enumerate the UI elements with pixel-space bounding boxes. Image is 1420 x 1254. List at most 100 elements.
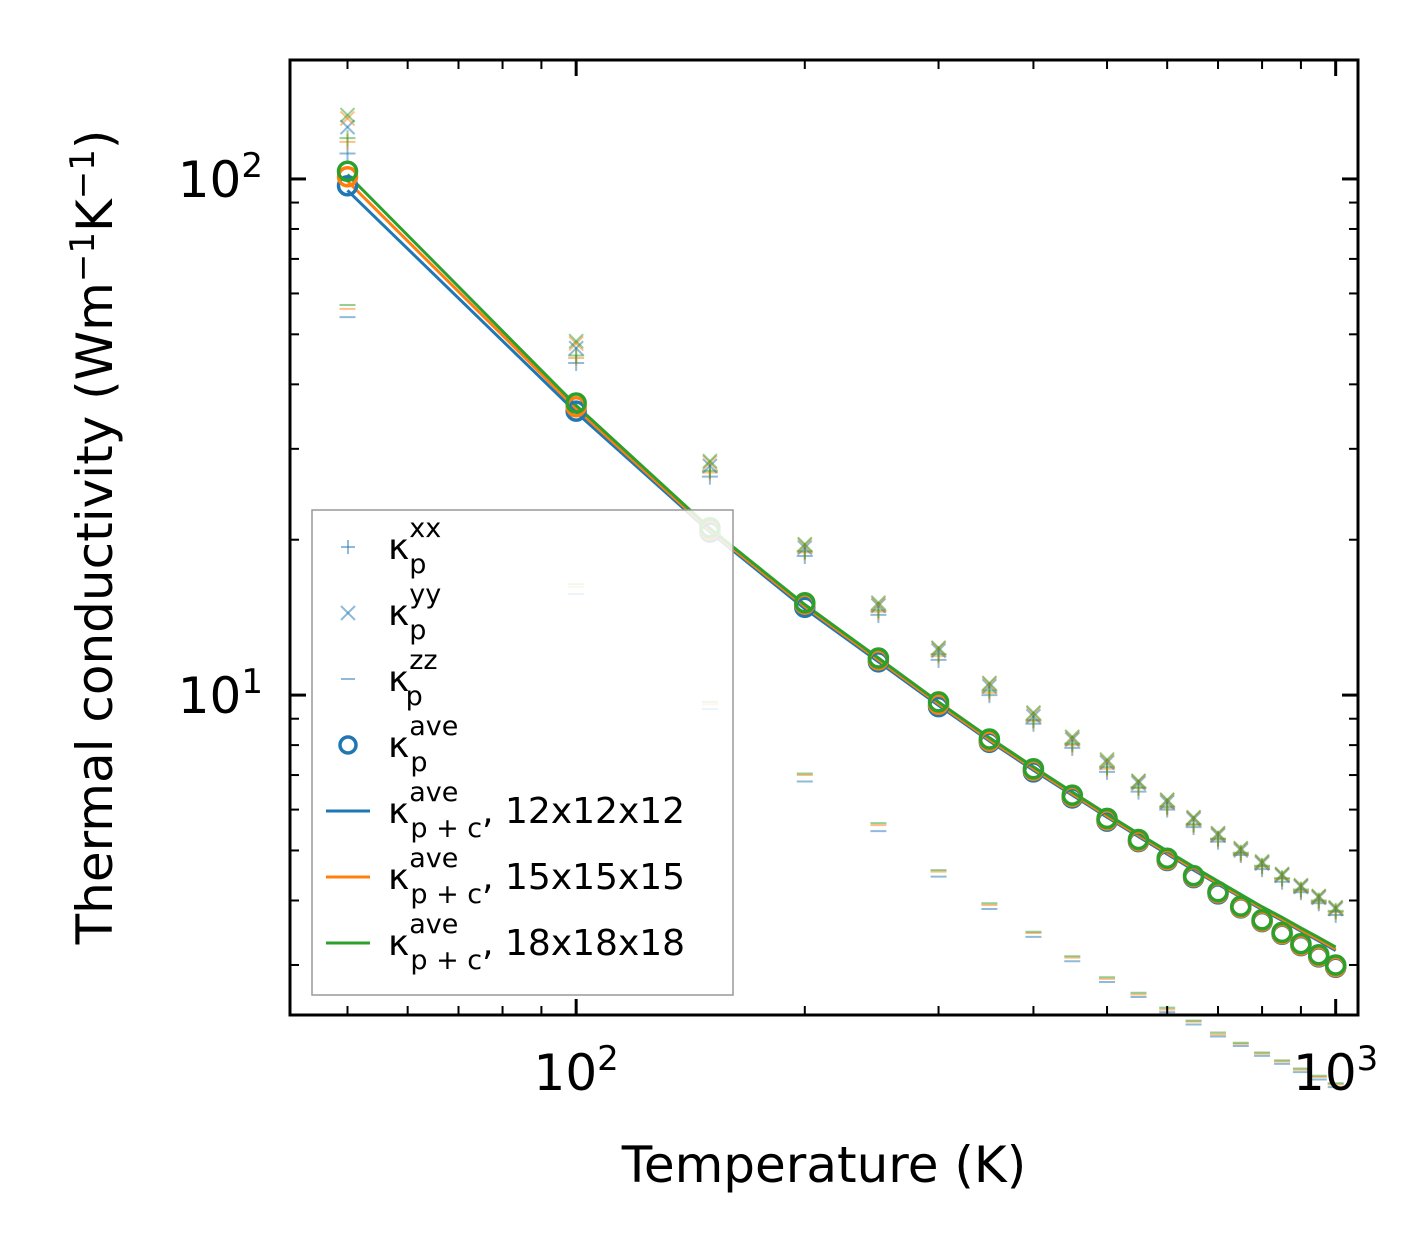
series-kyy-18-point: [339, 107, 356, 123]
x-tick-label-base: 10: [534, 1044, 598, 1102]
series-line-18: [346, 173, 1337, 949]
legend-label: κyy p: [388, 579, 441, 646]
series-kyy-18-point-d2: [1064, 729, 1080, 745]
series-line-15-line: [346, 180, 1337, 951]
series-kyy-15-point-d2: [1099, 753, 1115, 769]
legend-label-sub: p + c: [410, 945, 482, 976]
series-kyy-12-point-d2: [797, 539, 813, 556]
series-kyy-15-point: [1099, 753, 1115, 769]
plot-frame: [288, 58, 1360, 1017]
legend-label-base: κ: [388, 659, 409, 700]
legend-label-sub: p + c: [410, 813, 482, 844]
series-kyy-18-point: [1233, 840, 1249, 856]
legend-entry: κyy p: [340, 579, 441, 646]
legend-label-base: κ: [388, 725, 409, 766]
series-kave-18-point: [565, 392, 587, 414]
series-kyy-18-point-d2: [1274, 866, 1290, 882]
x-tick-label: 102: [534, 1039, 619, 1102]
series-kyy-15-point: [702, 454, 718, 471]
y-axis-label: Thermal conductivity (Wm−1K−1): [63, 130, 124, 946]
series-kyy-12-point: [1025, 708, 1042, 724]
legend-label: κave p + c, 15x15x15: [388, 843, 685, 910]
series-kyy-18-point-d2: [1293, 877, 1309, 894]
series-kyy-18-point-d2: [339, 107, 356, 123]
series-kyy-18-point: [1025, 704, 1042, 721]
legend-label-sub: p: [409, 549, 426, 580]
legend-cross-symbol: [340, 605, 356, 621]
series-kyy-18-point-d2: [1327, 899, 1344, 916]
legend-label-suffix: , 15x15x15: [482, 857, 685, 898]
series-kyy-12-point-d2: [1159, 794, 1175, 810]
series-kyy-18-point: [1064, 729, 1080, 745]
series-kave-12-point: [336, 175, 359, 197]
series-kave-18-point: [1061, 784, 1084, 806]
series-kyy-18-point-d2: [568, 333, 584, 349]
legend-label: κave p + c, 12x12x12: [388, 777, 685, 844]
series-kyy-18-point: [1210, 825, 1226, 841]
series-kyy-12-point-d2: [1025, 708, 1042, 724]
series-kyy-18-point: [1130, 773, 1147, 789]
series-kyy-18-point: [1099, 751, 1115, 768]
legend-entry: κave p + c, 12x12x12: [326, 777, 685, 844]
series-kyy-15-point: [568, 335, 584, 352]
legend-entry: κxx p: [341, 513, 441, 580]
legend-label: κxx p: [388, 513, 441, 580]
legend-plus-symbol: [341, 540, 355, 554]
series-kxx-18-point: [1327, 902, 1344, 919]
series-kyy-18-point-d2: [930, 640, 947, 656]
legend-label-sub: p + c: [410, 879, 482, 910]
series-kyy-12-point-d2: [568, 340, 584, 356]
series-kyy-12-point-d2: [930, 642, 947, 659]
series-kyy-18-point-d2: [1025, 704, 1042, 721]
legend-label: κave p + c, 18x18x18: [388, 909, 685, 976]
series-kyy-18-point-d2: [1210, 825, 1226, 841]
series-kave-18-point: [1324, 954, 1347, 976]
series-kave-18-point: [1230, 895, 1252, 917]
series-kyy-12-point-d2: [1099, 754, 1115, 771]
series-kave-18: [336, 160, 1347, 976]
series-kyy-18-point: [1185, 809, 1202, 825]
series-kyy-18-point: [1274, 866, 1290, 882]
series-kave-18-point: [1207, 880, 1229, 903]
series-kave-18-point: [1290, 932, 1312, 955]
legend-label-sub: p: [409, 615, 426, 646]
series-kyy-12-point: [1159, 794, 1175, 810]
legend-label-base: κ: [388, 923, 409, 964]
series-kave-18-point: [1308, 944, 1330, 966]
series-kyy-18-point-d2: [1130, 773, 1147, 789]
series-line-18-line: [346, 173, 1337, 949]
y-tick-label: 102: [178, 146, 263, 209]
legend-label-sub: p: [406, 681, 423, 712]
series-kyy-12-point-d2: [702, 458, 718, 474]
series-kyy-12-point: [1099, 754, 1115, 771]
legend-label-sup: zz: [409, 645, 437, 676]
series-kave-18-point: [978, 728, 1001, 750]
x-axis-label: Temperature (K): [621, 1136, 1026, 1194]
series-kyy-15-point-d2: [870, 596, 887, 612]
legend-label-sup: ave: [409, 711, 458, 742]
series-line-15: [346, 180, 1337, 951]
legend-label: κzz p: [388, 645, 438, 712]
legend-label-sup: yy: [409, 579, 441, 610]
y-tick-label: 101: [178, 662, 263, 725]
x-tick-label: 103: [1293, 1039, 1378, 1102]
y-tick-label-base: 10: [178, 667, 242, 725]
series-kave-18-point: [1271, 921, 1293, 944]
series-kyy-12-point: [568, 340, 584, 356]
legend-label: κave p: [388, 711, 458, 778]
series-kyy-18-point: [930, 640, 947, 656]
series-kyy-18-point: [568, 333, 584, 349]
series-kyy-12-point-d2: [870, 597, 887, 614]
series-kave-18-point: [927, 691, 950, 713]
legend-label-sub: p: [410, 747, 427, 778]
legend-cross-symbol-d2: [340, 605, 356, 621]
x-tick-label-exp: 2: [597, 1039, 619, 1079]
series-kyy-18-point-d2: [1233, 840, 1249, 856]
series-kyy-12-point-d2: [1130, 775, 1147, 791]
plot-marks: [336, 107, 1347, 1089]
series-kave-18-point: [1156, 847, 1178, 869]
series-kyy-15-point-d2: [702, 454, 718, 471]
series-kyy-15-point-d2: [339, 110, 356, 127]
series-kyy-12-point: [797, 539, 813, 556]
